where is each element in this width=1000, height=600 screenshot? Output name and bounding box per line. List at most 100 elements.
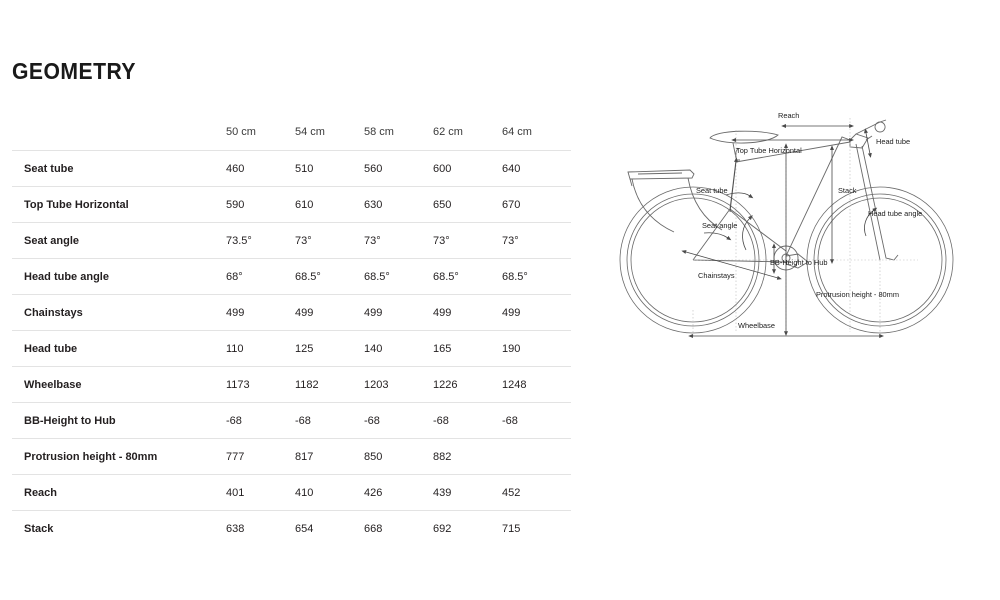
table-cell: 410 bbox=[295, 486, 314, 499]
table-cell: -68 bbox=[295, 414, 311, 427]
column-header-size-50: 50 cm bbox=[226, 126, 256, 138]
table-cell: 882 bbox=[433, 450, 452, 463]
table-cell: 68.5° bbox=[433, 270, 459, 283]
table-cell: -68 bbox=[433, 414, 449, 427]
table-cell bbox=[502, 439, 571, 475]
table-cell: 439 bbox=[433, 486, 452, 499]
table-cell: 670 bbox=[502, 198, 521, 211]
table-cell: 165 bbox=[433, 342, 452, 355]
table-row: Seat angle 73.5° 73° 73° 73° 73° bbox=[12, 222, 571, 259]
table-cell: 499 bbox=[364, 306, 383, 319]
table-cell: 777 bbox=[226, 450, 245, 463]
table-cell: 654 bbox=[295, 522, 314, 535]
table-row: Head tube 110 125 140 165 190 bbox=[12, 330, 571, 367]
table-row: Seat tube 460 510 560 600 640 bbox=[12, 150, 571, 187]
table-cell: 590 bbox=[226, 198, 245, 211]
table-cell: 190 bbox=[502, 342, 521, 355]
row-label: Wheelbase bbox=[24, 378, 82, 391]
label-seat-angle: Seat angle bbox=[702, 221, 737, 230]
table-cell: -68 bbox=[364, 414, 380, 427]
table-cell: -68 bbox=[226, 414, 242, 427]
table-cell: 452 bbox=[502, 486, 521, 499]
table-cell: 638 bbox=[226, 522, 245, 535]
saddle-and-rack bbox=[627, 130, 779, 233]
label-protrusion-height: Protrusion height - 80mm bbox=[816, 290, 899, 299]
table-cell: 110 bbox=[226, 342, 244, 355]
table-cell: 1182 bbox=[295, 378, 319, 391]
page-title: GEOMETRY bbox=[12, 58, 136, 84]
table-cell: 1248 bbox=[502, 378, 527, 391]
table-cell: 73° bbox=[295, 234, 312, 247]
table-cell: 560 bbox=[364, 162, 383, 175]
table-cell: 650 bbox=[433, 198, 452, 211]
geometry-table: 50 cm 54 cm 58 cm 62 cm 64 cm Seat tube … bbox=[12, 118, 571, 546]
table-cell: 1226 bbox=[433, 378, 458, 391]
column-header-size-54: 54 cm bbox=[295, 126, 325, 138]
table-cell: 510 bbox=[295, 162, 314, 175]
column-header-size-58: 58 cm bbox=[364, 126, 394, 138]
table-header: 50 cm 54 cm 58 cm 62 cm 64 cm bbox=[12, 118, 571, 151]
diagram-labels: Reach Top Tube Horizontal Head tube Stac… bbox=[696, 111, 922, 330]
row-label: Protrusion height - 80mm bbox=[24, 450, 158, 463]
table-cell: 630 bbox=[364, 198, 383, 211]
table-row: Chainstays 499 499 499 499 499 bbox=[12, 294, 571, 331]
table-cell: 692 bbox=[433, 522, 452, 535]
row-label: Seat tube bbox=[24, 162, 74, 175]
row-label: Seat angle bbox=[24, 234, 80, 247]
table-cell: 125 bbox=[295, 342, 314, 355]
table-cell: 1203 bbox=[364, 378, 389, 391]
bicycle-geometry-diagram: Reach Top Tube Horizontal Head tube Stac… bbox=[618, 100, 1000, 355]
label-reach: Reach bbox=[778, 111, 799, 120]
label-head-tube-angle: Head tube angle bbox=[868, 209, 922, 218]
table-cell: 600 bbox=[433, 162, 452, 175]
table-cell: 817 bbox=[295, 450, 314, 463]
table-cell: 460 bbox=[226, 162, 245, 175]
table-cell: 73° bbox=[364, 234, 381, 247]
row-label: BB-Height to Hub bbox=[24, 414, 116, 427]
label-head-tube: Head tube bbox=[876, 137, 910, 146]
table-cell: 73.5° bbox=[226, 234, 252, 247]
table-row: Top Tube Horizontal 590 610 630 650 670 bbox=[12, 186, 571, 223]
table-cell: 850 bbox=[364, 450, 383, 463]
row-label: Reach bbox=[24, 486, 58, 499]
table-row: Protrusion height - 80mm 777 817 850 882 bbox=[12, 438, 571, 475]
row-label: Head tube angle bbox=[24, 270, 109, 283]
label-stack: Stack bbox=[838, 186, 857, 195]
table-cell: 140 bbox=[364, 342, 383, 355]
row-label: Stack bbox=[24, 522, 54, 535]
row-label: Chainstays bbox=[24, 306, 83, 319]
table-cell: 640 bbox=[502, 162, 521, 175]
table-cell: 68° bbox=[226, 270, 243, 283]
column-header-size-64: 64 cm bbox=[502, 126, 532, 138]
column-header-size-62: 62 cm bbox=[433, 126, 463, 138]
table-cell: 668 bbox=[364, 522, 383, 535]
table-row: Head tube angle 68° 68.5° 68.5° 68.5° 68… bbox=[12, 258, 571, 295]
table-header-row: 50 cm 54 cm 58 cm 62 cm 64 cm bbox=[12, 118, 571, 151]
column-header-spec bbox=[12, 118, 226, 151]
label-chainstays: Chainstays bbox=[698, 271, 735, 280]
label-wheelbase: Wheelbase bbox=[738, 321, 775, 330]
table-row: Reach 401 410 426 439 452 bbox=[12, 474, 571, 511]
label-top-tube-horizontal: Top Tube Horizontal bbox=[736, 146, 802, 155]
table-cell: -68 bbox=[502, 414, 518, 427]
table-cell: 73° bbox=[433, 234, 450, 247]
table-row: BB-Height to Hub -68 -68 -68 -68 -68 bbox=[12, 402, 571, 439]
table-cell: 610 bbox=[295, 198, 314, 211]
table-row: Wheelbase 1173 1182 1203 1226 1248 bbox=[12, 366, 571, 403]
row-label: Head tube bbox=[24, 342, 78, 355]
table-body: Seat tube 460 510 560 600 640 Top Tube H… bbox=[12, 150, 571, 547]
table-cell: 499 bbox=[295, 306, 314, 319]
table-cell: 68.5° bbox=[364, 270, 390, 283]
dimension-arrows bbox=[681, 124, 884, 338]
table-cell: 499 bbox=[226, 306, 245, 319]
table-cell: 68.5° bbox=[502, 270, 528, 283]
table-cell: 499 bbox=[502, 306, 521, 319]
table-cell: 1173 bbox=[226, 378, 250, 391]
table-cell: 715 bbox=[502, 522, 521, 535]
row-label: Top Tube Horizontal bbox=[24, 198, 129, 211]
table-cell: 499 bbox=[433, 306, 452, 319]
table-row: Stack 638 654 668 692 715 bbox=[12, 510, 571, 547]
label-bb-height-to-hub: BB-Height to Hub bbox=[770, 258, 828, 267]
label-seat-tube: Seat tube bbox=[696, 186, 728, 195]
table-cell: 426 bbox=[364, 486, 383, 499]
